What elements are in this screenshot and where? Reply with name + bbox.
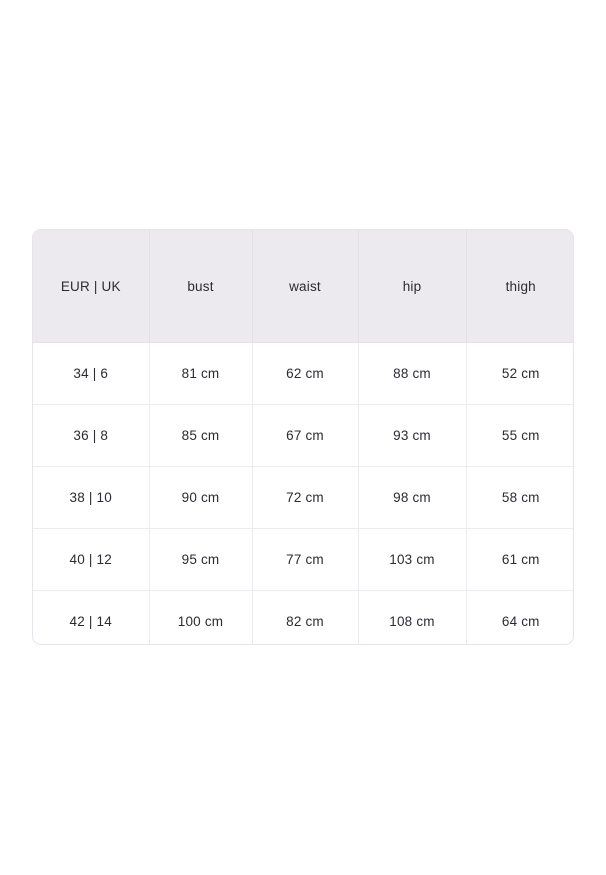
cell-bust: 95 cm (149, 528, 253, 591)
cell-thigh: 52 cm (466, 342, 573, 405)
cell-size: 36 | 8 (33, 404, 150, 467)
cell-waist: 82 cm (252, 590, 359, 644)
cell-hip: 88 cm (358, 342, 467, 405)
cell-thigh: 61 cm (466, 528, 573, 591)
cell-size: 38 | 10 (33, 466, 150, 529)
cell-bust: 81 cm (149, 342, 253, 405)
table-row: 38 | 10 90 cm 72 cm 98 cm 58 cm (33, 466, 573, 529)
cell-waist: 77 cm (252, 528, 359, 591)
table-row: 34 | 6 81 cm 62 cm 88 cm 52 cm (33, 342, 573, 405)
cell-size: 40 | 12 (33, 528, 150, 591)
header-row: EUR | UK bust waist hip thigh (33, 230, 573, 343)
table-row: 36 | 8 85 cm 67 cm 93 cm 55 cm (33, 404, 573, 467)
table-header: EUR | UK bust waist hip thigh (33, 230, 573, 343)
cell-hip: 103 cm (358, 528, 467, 591)
column-header-hip: hip (358, 230, 467, 343)
table-row: 42 | 14 100 cm 82 cm 108 cm 64 cm (33, 590, 573, 644)
cell-hip: 93 cm (358, 404, 467, 467)
cell-waist: 72 cm (252, 466, 359, 529)
size-chart-card: EUR | UK bust waist hip thigh 34 | 6 81 … (32, 229, 574, 645)
cell-size: 34 | 6 (33, 342, 150, 405)
cell-bust: 90 cm (149, 466, 253, 529)
cell-bust: 85 cm (149, 404, 253, 467)
cell-waist: 67 cm (252, 404, 359, 467)
cell-hip: 98 cm (358, 466, 467, 529)
cell-thigh: 64 cm (466, 590, 573, 644)
cell-waist: 62 cm (252, 342, 359, 405)
cell-thigh: 58 cm (466, 466, 573, 529)
cell-size: 42 | 14 (33, 590, 150, 644)
size-chart-table: EUR | UK bust waist hip thigh 34 | 6 81 … (33, 230, 573, 644)
cell-hip: 108 cm (358, 590, 467, 644)
column-header-bust: bust (149, 230, 253, 343)
cell-bust: 100 cm (149, 590, 253, 644)
column-header-size: EUR | UK (33, 230, 150, 343)
cell-thigh: 55 cm (466, 404, 573, 467)
column-header-waist: waist (252, 230, 359, 343)
column-header-thigh: thigh (466, 230, 573, 343)
table-row: 40 | 12 95 cm 77 cm 103 cm 61 cm (33, 528, 573, 591)
table-body: 34 | 6 81 cm 62 cm 88 cm 52 cm 36 | 8 85… (33, 342, 573, 644)
